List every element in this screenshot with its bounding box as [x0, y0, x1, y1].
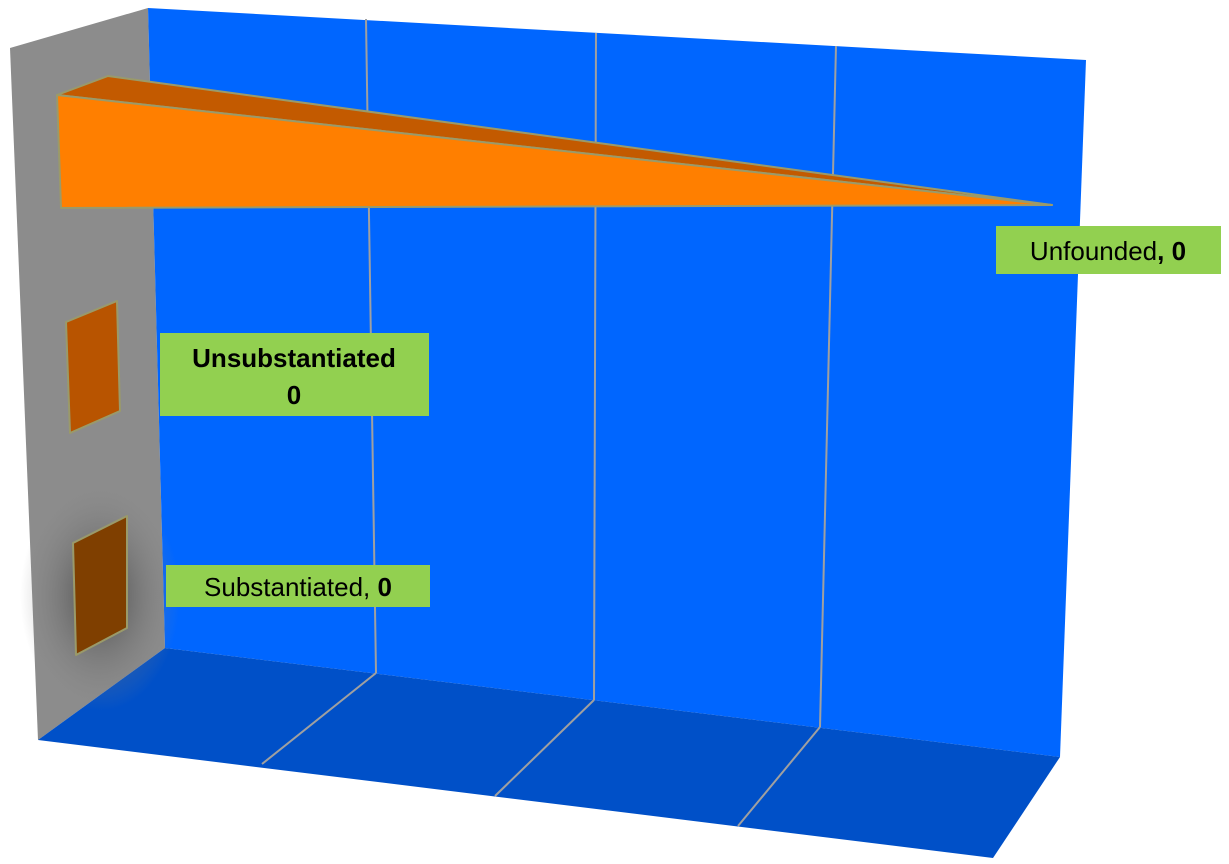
data-labels: Unfounded, 0 Unsubstantiated 0 Substanti… [160, 226, 1221, 607]
gridline [819, 45, 837, 728]
bar-unfounded [56, 94, 1053, 209]
bars [56, 75, 1053, 656]
floor [38, 648, 1060, 858]
category-name: Unsubstantiated [192, 343, 396, 373]
data-label-text: Substantiated, 0 [204, 572, 392, 602]
value-label: 0 [287, 380, 301, 410]
bar-substantiated [72, 515, 128, 656]
data-label-background [160, 333, 429, 416]
data-label-text: Unfounded, 0 [1030, 236, 1186, 266]
floor-gridline [737, 726, 821, 827]
data-label-background [996, 226, 1221, 274]
floor-gridline [494, 699, 595, 797]
bar-unsubstantiated [65, 300, 121, 434]
data-label-unsubstantiated: Unsubstantiated 0 [160, 333, 429, 416]
data-label-background [166, 565, 430, 607]
value-label: 0 [1172, 236, 1186, 266]
floor-gridline [261, 672, 377, 765]
label-separator: , [363, 572, 377, 602]
category-name: Substantiated [204, 572, 363, 602]
value-label: 0 [378, 572, 392, 602]
label-separator: , [1157, 236, 1171, 266]
category-name: Unfounded [1030, 236, 1157, 266]
data-label-substantiated: Substantiated, 0 [166, 565, 430, 607]
data-label-unfounded: Unfounded, 0 [996, 226, 1221, 274]
